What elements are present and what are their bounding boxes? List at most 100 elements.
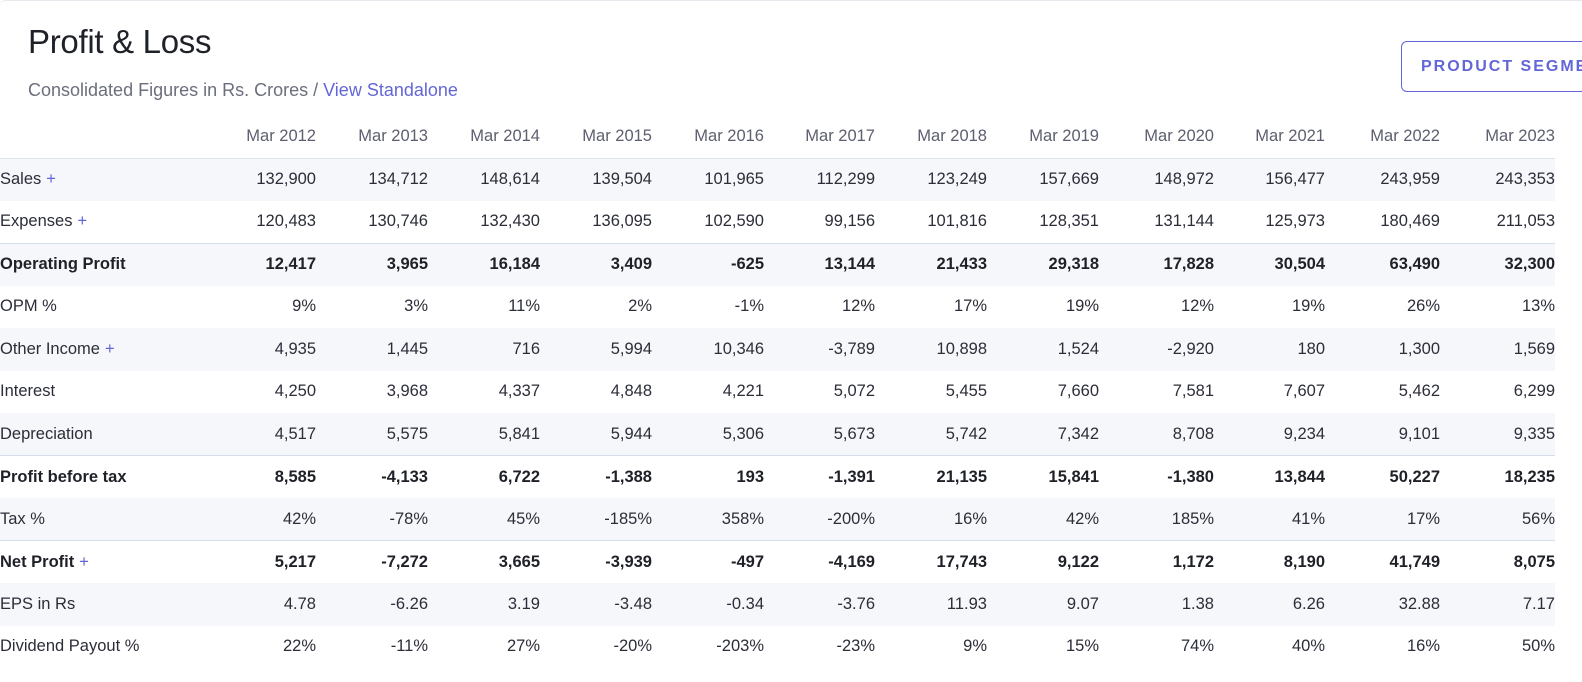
value-cell: -200% xyxy=(827,509,875,528)
row-label: Interest xyxy=(0,371,205,414)
table-row: OPM % 9% 3% 11% 2% -1% 12% 17% 19% 12% 19% 26% 13% xyxy=(0,286,1555,329)
value-cell: 16,184 xyxy=(428,242,540,286)
value-cell: -23% xyxy=(836,637,875,656)
value-cell: 4.78 xyxy=(283,594,316,613)
value-cell: -1,391 xyxy=(764,455,875,498)
expand-plus-icon[interactable]: + xyxy=(79,552,89,571)
value-cell: 5,455 xyxy=(945,382,987,401)
value-cell: 5,072 xyxy=(833,382,875,401)
table-row: EPS in Rs 4.78 -6.26 3.19 -3.48 -0.34 -3.76 11.… xyxy=(0,583,1555,626)
value-cell: 3% xyxy=(404,297,428,316)
value-cell: -20% xyxy=(613,637,652,656)
value-cell: 56% xyxy=(1521,509,1555,528)
row-label[interactable]: Expenses + xyxy=(0,201,205,244)
table-header-row: Mar 2012 Mar 2013 Mar 2014 Mar 2015 Mar 2016… xyxy=(0,115,1555,159)
column-header: Mar 2023 xyxy=(1440,115,1555,159)
value-cell: 9.07 xyxy=(1066,594,1099,613)
table-row[interactable]: Sales +132,900 134,712 148,614 139,504 101,96… xyxy=(0,158,1555,201)
row-label-text: Net Profit xyxy=(0,552,75,571)
value-cell: 8,190 xyxy=(1214,540,1325,583)
value-cell: 5,673 xyxy=(833,424,875,443)
value-cell: 1,569 xyxy=(1513,339,1555,358)
value-cell: 10,346 xyxy=(713,339,764,358)
value-cell: 9% xyxy=(292,297,316,316)
value-cell: 17,743 xyxy=(875,540,987,583)
row-label: Operating Profit xyxy=(0,242,205,286)
value-cell: -2,920 xyxy=(1167,339,1214,358)
value-cell: 4,848 xyxy=(610,382,652,401)
value-cell: 5,841 xyxy=(498,424,540,443)
value-cell: 211,053 xyxy=(1496,212,1555,230)
row-label[interactable]: Sales + xyxy=(0,158,205,201)
value-cell: 5,944 xyxy=(610,424,652,443)
row-label[interactable]: Other Income + xyxy=(0,328,205,371)
value-cell: 7,660 xyxy=(1057,382,1099,401)
row-label-text: Tax % xyxy=(0,509,45,528)
expand-plus-icon[interactable]: + xyxy=(46,170,56,188)
value-cell: 1,524 xyxy=(1057,339,1099,358)
value-cell: 358% xyxy=(721,509,764,528)
value-cell: 5,217 xyxy=(205,540,316,583)
column-header: Mar 2019 xyxy=(987,115,1099,159)
value-cell: 13% xyxy=(1521,297,1555,316)
column-header: Mar 2021 xyxy=(1214,115,1325,159)
row-label: Depreciation xyxy=(0,413,205,456)
value-cell: 1,172 xyxy=(1099,540,1214,583)
value-cell: 132,430 xyxy=(480,212,540,230)
value-cell: 4,337 xyxy=(498,382,540,401)
value-cell: 9,122 xyxy=(987,540,1099,583)
column-header: Mar 2013 xyxy=(316,115,428,159)
value-cell: 45% xyxy=(506,509,540,528)
value-cell: 41% xyxy=(1291,509,1325,528)
column-header: Mar 2018 xyxy=(875,115,987,159)
value-cell: -7,272 xyxy=(316,540,428,583)
value-cell: 1,300 xyxy=(1398,339,1440,358)
value-cell: 125,973 xyxy=(1265,212,1325,230)
value-cell: 6,722 xyxy=(428,455,540,498)
value-cell: 5,462 xyxy=(1398,382,1440,401)
row-label: Dividend Payout % xyxy=(0,626,205,669)
value-cell: 3,965 xyxy=(316,242,428,286)
value-cell: 131,144 xyxy=(1154,212,1214,230)
value-cell: 7.17 xyxy=(1522,594,1555,613)
table-row[interactable]: Expenses +120,483 130,746 132,430 136,095 102… xyxy=(0,201,1555,244)
value-cell: -625 xyxy=(652,242,764,286)
value-cell: -1,380 xyxy=(1099,455,1214,498)
value-cell: 9% xyxy=(963,637,987,656)
value-cell: -4,133 xyxy=(316,455,428,498)
page-title: Profit & Loss xyxy=(28,23,212,60)
row-label[interactable]: Net Profit + xyxy=(0,540,205,583)
value-cell: 8,075 xyxy=(1440,540,1555,583)
value-cell: 134,712 xyxy=(368,170,428,188)
value-cell: 9,335 xyxy=(1513,424,1555,443)
table-row: Interest 4,250 3,968 4,337 4,848 4,221 5,072 5,… xyxy=(0,371,1555,414)
value-cell: 63,490 xyxy=(1325,242,1440,286)
product-segments-button[interactable]: PRODUCT SEGMENTS xyxy=(1401,41,1582,92)
row-label-text: Operating Profit xyxy=(0,255,126,273)
table-row[interactable]: Other Income +4,935 1,445 716 5,994 10,346 -3,… xyxy=(0,328,1555,371)
expand-plus-icon[interactable]: + xyxy=(77,212,88,230)
header-label-cell xyxy=(0,115,205,159)
table-row: Dividend Payout % 22% -11% 27% -20% -203% -23%… xyxy=(0,626,1555,669)
table-row[interactable]: Net Profit +5,217 -7,272 3,665 -3,939 -497 -4,… xyxy=(0,540,1555,583)
value-cell: 13,144 xyxy=(764,242,875,286)
expand-plus-icon[interactable]: + xyxy=(104,339,115,358)
value-cell: 4,935 xyxy=(274,339,316,358)
value-cell: 21,433 xyxy=(875,242,987,286)
value-cell: -1,388 xyxy=(540,455,652,498)
value-cell: 3,409 xyxy=(540,242,652,286)
value-cell: -3,939 xyxy=(540,540,652,583)
subtitle: Consolidated Figures in Rs. Crores / Vie… xyxy=(28,80,458,101)
value-cell: 1,445 xyxy=(386,339,428,358)
view-standalone-link[interactable]: View Standalone xyxy=(323,80,458,100)
value-cell: 15,841 xyxy=(987,455,1099,498)
value-cell: 12% xyxy=(841,297,875,316)
value-cell: 148,972 xyxy=(1154,170,1214,188)
row-label: Tax % xyxy=(0,498,205,541)
value-cell: 11.93 xyxy=(946,594,987,613)
value-cell: 30,504 xyxy=(1214,242,1325,286)
value-cell: 42% xyxy=(1065,509,1099,528)
table-body: Sales +132,900 134,712 148,614 139,504 101,96… xyxy=(0,158,1555,668)
value-cell: 716 xyxy=(512,339,540,358)
